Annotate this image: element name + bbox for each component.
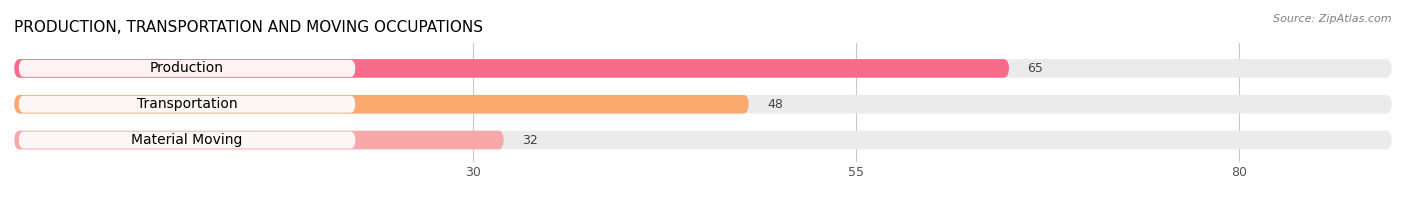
FancyBboxPatch shape: [14, 131, 503, 149]
Text: 65: 65: [1028, 62, 1043, 75]
FancyBboxPatch shape: [14, 95, 749, 113]
FancyBboxPatch shape: [14, 131, 1392, 149]
Text: Source: ZipAtlas.com: Source: ZipAtlas.com: [1274, 14, 1392, 24]
FancyBboxPatch shape: [14, 59, 1392, 78]
Text: PRODUCTION, TRANSPORTATION AND MOVING OCCUPATIONS: PRODUCTION, TRANSPORTATION AND MOVING OC…: [14, 20, 484, 35]
Text: Material Moving: Material Moving: [131, 133, 243, 147]
FancyBboxPatch shape: [18, 60, 356, 77]
Text: 32: 32: [523, 134, 538, 147]
Text: Transportation: Transportation: [136, 97, 238, 111]
FancyBboxPatch shape: [14, 95, 1392, 113]
FancyBboxPatch shape: [18, 132, 356, 149]
Text: Production: Production: [150, 61, 224, 75]
FancyBboxPatch shape: [18, 96, 356, 113]
Text: 48: 48: [768, 98, 783, 111]
FancyBboxPatch shape: [14, 59, 1010, 78]
